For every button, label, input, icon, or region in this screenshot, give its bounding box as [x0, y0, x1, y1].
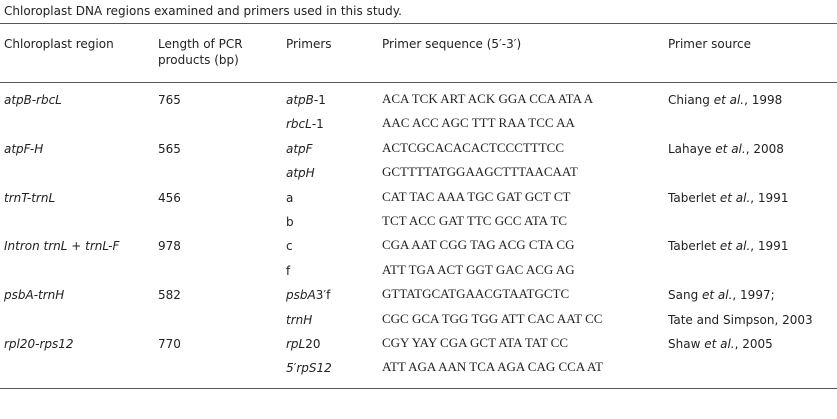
primer-source: Taberlet et al., 1991 — [668, 238, 788, 254]
header-cell: Primer sequence (5′-3′) — [382, 37, 522, 51]
primer-name-part: b — [286, 215, 294, 229]
primer-name-part: 3′f — [315, 288, 331, 303]
primer-name-part: rbcL — [286, 117, 312, 132]
primer-source: Sang et al., 1997; — [668, 287, 775, 303]
primer-sequence: CGA AAT CGG TAG ACG CTA CG — [382, 237, 575, 253]
primer-name-part: rpL — [286, 337, 306, 351]
primer-name-part: atpF — [286, 141, 313, 156]
region-cell-part: atpF-H — [4, 141, 44, 156]
primer-source-part: et al. — [702, 288, 733, 303]
primer-sequence: ACA TCK ART ACK GGA CCA ATA A — [382, 91, 594, 106]
primer-name: trnH — [286, 312, 312, 328]
primer-source-part: , 1991 — [750, 190, 789, 205]
region-cell: trnT-trnL — [4, 190, 55, 206]
region-cell: atpF-H — [4, 141, 43, 157]
primer-source-part: et al. — [713, 93, 745, 107]
primer-name-part: 20 — [305, 337, 321, 351]
primer-source-part: Shaw — [668, 337, 705, 351]
primer-name: b — [286, 214, 294, 230]
length-cell: 765 — [158, 93, 181, 107]
primer-sequence: ATT AGA AAN TCA AGA CAG CCA AT — [382, 359, 603, 375]
length-cell: 978 — [158, 239, 181, 254]
primer-source-part: , 1997; — [732, 288, 775, 303]
region-cell-part: Intron trnL + trnL-F — [4, 239, 120, 254]
primer-source-part: , 1998 — [744, 93, 783, 107]
primer-name: rpL20 — [286, 336, 321, 352]
length-cell: 770 — [158, 337, 181, 351]
region-cell: Intron trnL + trnL-F — [4, 238, 119, 254]
primer-source-part: et al. — [715, 141, 746, 156]
primer-sequence: GTTATGCATGAACGTAATGCTC — [382, 286, 570, 302]
primer-source: Lahaye et al., 2008 — [668, 141, 784, 157]
primer-sequence: AAC ACC AGC TTT RAA TCC AA — [382, 115, 575, 131]
length-cell: 582 — [158, 288, 181, 303]
length-cell: 565 — [158, 141, 181, 156]
header-cell: Primer source — [668, 37, 751, 51]
region-cell: rpl20-rps12 — [4, 336, 74, 352]
primer-sequence: ATT TGA ACT GGT GAC ACG AG — [382, 261, 575, 277]
header-cell: Chloroplast region — [4, 37, 114, 51]
primer-name: c — [286, 238, 293, 254]
primer-name-part: trnH — [286, 312, 313, 327]
primer-source-part: , 1991 — [750, 239, 789, 254]
primer-source-part: et al. — [719, 190, 751, 205]
primer-source: Chiang et al., 1998 — [668, 92, 782, 108]
primer-source-part: , 2005 — [734, 337, 773, 351]
primer-source-part: et al. — [719, 239, 751, 254]
top-rule — [0, 23, 837, 24]
primer-name-part: psbA — [286, 288, 316, 303]
bottom-rule — [0, 388, 837, 389]
primer-name-part: -1 — [313, 93, 326, 107]
primer-sequence: ACTCGCACACACTCCCTTTCC — [382, 139, 565, 155]
primer-source-part: Sang — [668, 288, 703, 303]
primer-name: atpB-1 — [286, 92, 326, 108]
primer-source: Shaw et al., 2005 — [668, 336, 773, 352]
primer-source-part: Chiang — [668, 93, 714, 107]
region-cell-part: atpB-rbcL — [4, 93, 62, 107]
primer-source: Taberlet et al., 1991 — [668, 190, 788, 206]
region-cell-part: psbA-trnH — [4, 288, 65, 303]
primer-source: Tate and Simpson, 2003 — [668, 312, 813, 328]
primer-source-part: Lahaye — [668, 141, 716, 156]
primer-source-part: , 2008 — [745, 141, 784, 156]
primer-name: a — [286, 190, 293, 206]
region-cell: psbA-trnH — [4, 287, 64, 303]
length-cell: 456 — [158, 190, 181, 205]
primer-source-part: Taberlet — [668, 239, 720, 254]
primer-source-part: et al. — [704, 337, 735, 351]
primer-sequence: GCTTTTATGGAAGCTTTAACAAT — [382, 164, 578, 180]
primer-source-part: Taberlet — [668, 190, 720, 205]
primer-name: psbA3′f — [286, 287, 330, 303]
primer-sequence: CGY YAY CGA GCT ATA TAT CC — [382, 335, 568, 350]
primer-sequence: TCT ACC GAT TTC GCC ATA TC — [382, 213, 568, 228]
primer-name: f — [286, 263, 290, 279]
primer-name-part: -1 — [311, 117, 324, 132]
primer-source-part: Tate and Simpson, 2003 — [668, 312, 813, 327]
primer-sequence: CGC GCA TGG TGG ATT CAC AAT CC — [382, 310, 603, 326]
primer-name-part: c — [286, 239, 293, 254]
primer-name-part: 5′rpS12 — [286, 361, 332, 376]
region-cell: atpB-rbcL — [4, 92, 62, 108]
primer-name-part: atpB — [286, 93, 314, 107]
header-rule — [0, 82, 837, 83]
primer-name-part: f — [286, 263, 291, 278]
primer-name: atpF — [286, 141, 313, 157]
region-cell-part: rpl20-rps12 — [4, 337, 74, 351]
header-cell: Length of PCR products (bp) — [158, 37, 243, 67]
primer-name: rbcL-1 — [286, 116, 324, 132]
primer-name: atpH — [286, 165, 315, 181]
primer-sequence: CAT TAC AAA TGC GAT GCT CT — [382, 188, 571, 204]
table-title: Chloroplast DNA regions examined and pri… — [4, 4, 402, 18]
primer-name-part: a — [286, 190, 294, 205]
header-cell: Primers — [286, 37, 332, 51]
primer-name: 5′rpS12 — [286, 360, 332, 376]
region-cell-part: trnT-trnL — [4, 190, 56, 205]
primer-name-part: atpH — [286, 166, 315, 181]
